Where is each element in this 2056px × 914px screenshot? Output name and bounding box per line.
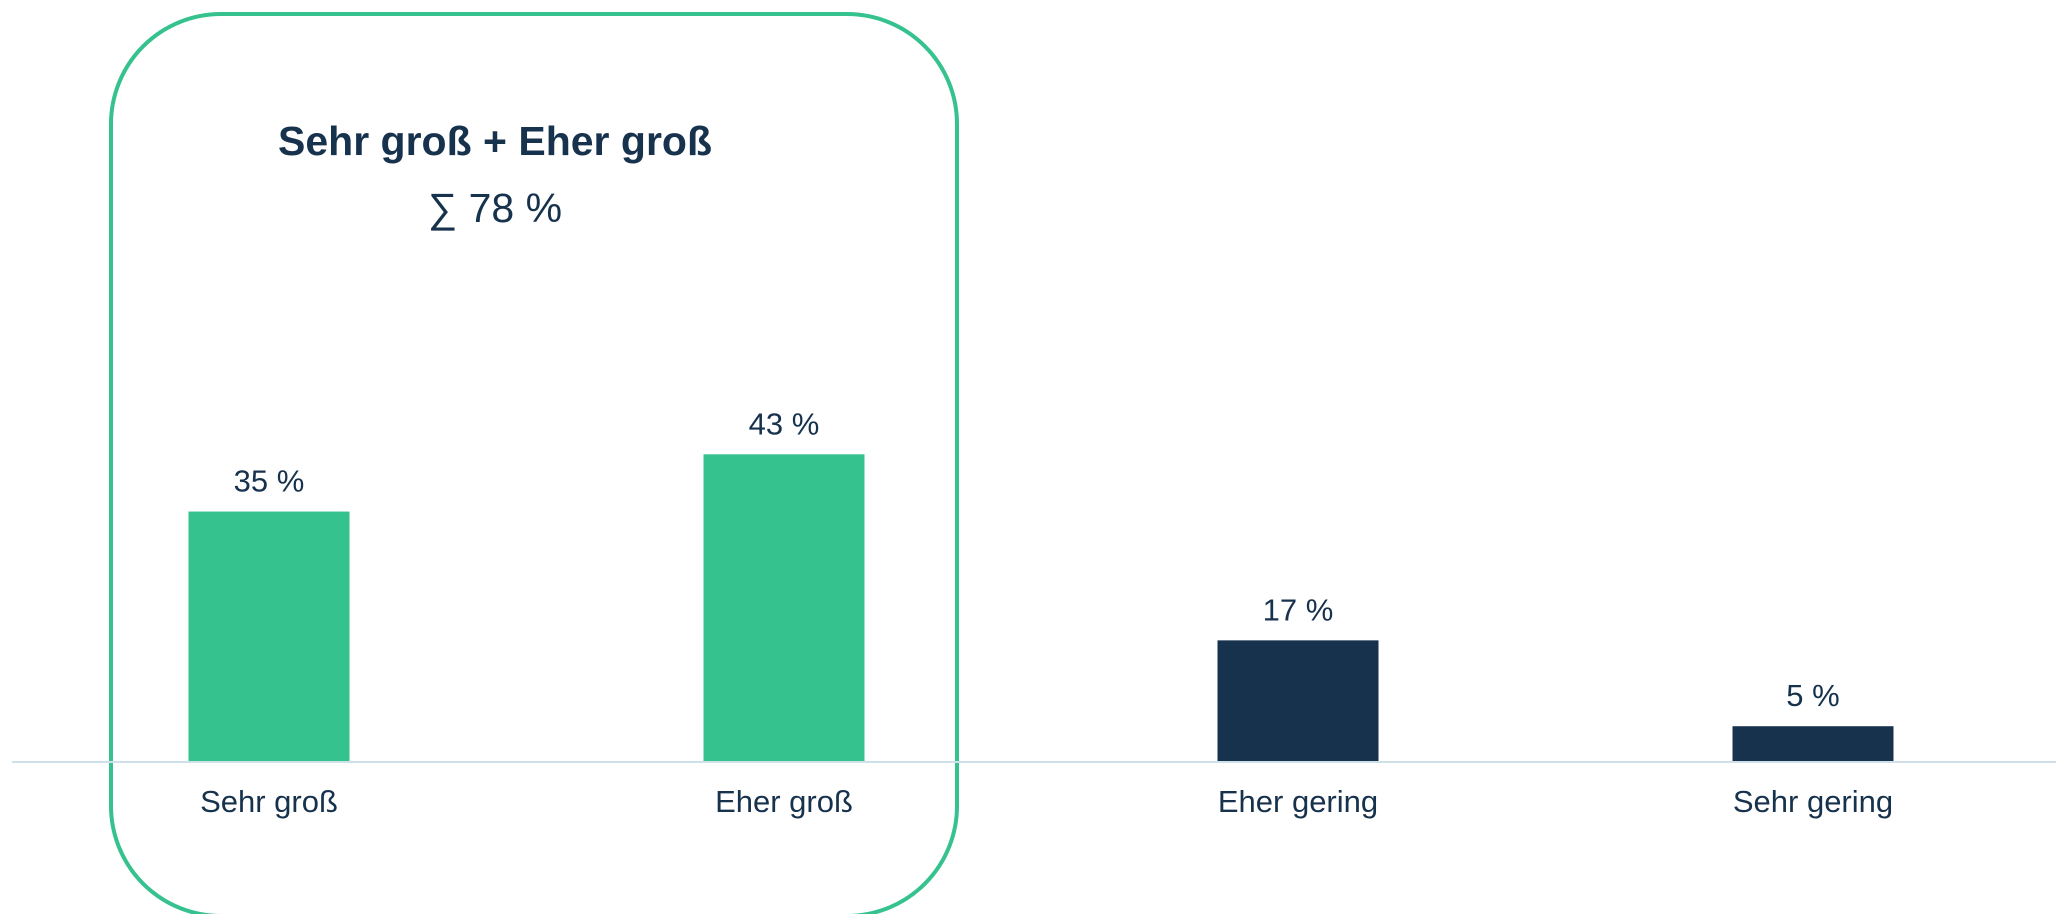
data-label-sehr-gering: 5 % xyxy=(1786,678,1839,713)
bar-sehr-gro xyxy=(188,511,350,762)
data-label-sehr-gro: 35 % xyxy=(234,464,305,499)
x-tick-label-sehr-gering: Sehr gering xyxy=(1733,784,1893,819)
data-label-eher-gering: 17 % xyxy=(1263,592,1334,627)
x-tick-label-eher-gro: Eher groß xyxy=(715,784,853,819)
bar-eher-gro xyxy=(703,454,865,762)
bars xyxy=(188,454,1894,762)
labels: 35 % Sehr groß 43 % Eher groß 17 % Eher gerin… xyxy=(200,406,1893,819)
highlight-sum: ∑ 78 % xyxy=(428,185,562,231)
x-tick-label-sehr-gro: Sehr groß xyxy=(200,784,338,819)
highlight-title: Sehr groß + Eher groß xyxy=(278,118,712,164)
bar-eher-gering xyxy=(1217,640,1379,762)
x-tick-label-eher-gering: Eher gering xyxy=(1218,784,1378,819)
data-label-eher-gro: 43 % xyxy=(749,406,820,441)
highlight-box xyxy=(109,12,959,914)
bar-sehr-gering xyxy=(1732,726,1894,762)
